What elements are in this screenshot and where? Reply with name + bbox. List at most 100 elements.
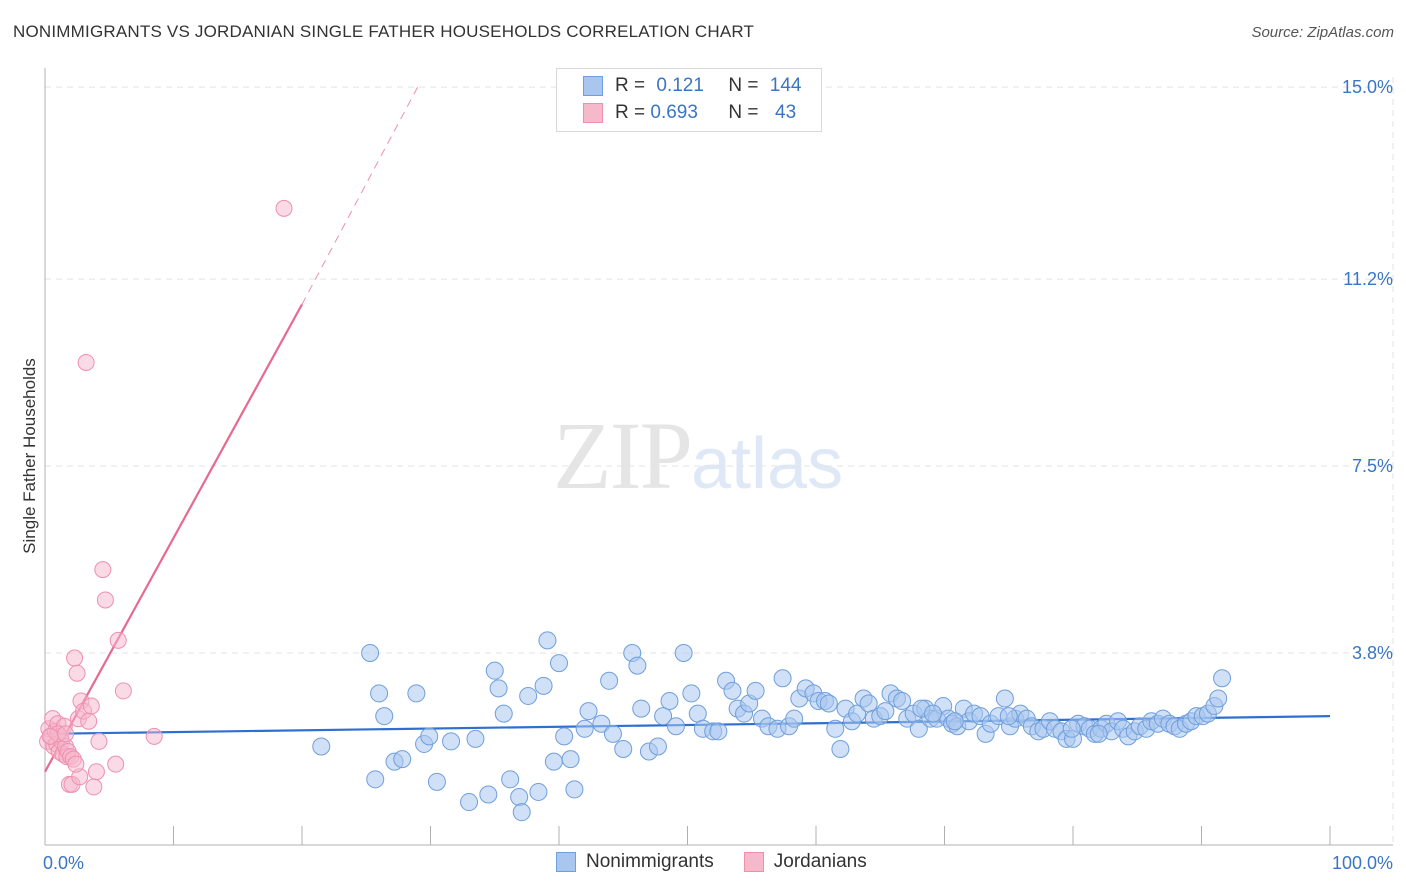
nonimmigrants-point xyxy=(682,684,701,703)
jordanians-point xyxy=(57,725,75,743)
nonimmigrants-point xyxy=(999,707,1018,726)
jordanians-point xyxy=(145,727,163,745)
legend-item-jordanians[interactable]: Jordanians xyxy=(743,851,867,873)
nonimmigrants-point xyxy=(512,803,531,822)
jordanians-point xyxy=(68,664,86,682)
nonimmigrants-point xyxy=(366,770,385,789)
legend-label-nonimmigrants: Nonimmigrants xyxy=(586,851,714,872)
jordanians-point xyxy=(275,199,293,217)
jordanians-point xyxy=(96,591,114,609)
legend-swatch-nonimmigrants xyxy=(556,852,576,872)
jordanians-point xyxy=(114,682,132,700)
legend-n-value: 144 xyxy=(769,75,802,96)
nonimmigrants-point xyxy=(550,654,568,673)
nonimmigrants-point xyxy=(494,704,513,723)
jordanians-point xyxy=(107,755,125,773)
legend-r-label: R = xyxy=(615,102,651,123)
nonimmigrants-point xyxy=(544,752,563,771)
watermark-atlas: atlas xyxy=(691,424,844,504)
nonimmigrants-point xyxy=(489,679,508,698)
nonimmigrants-point xyxy=(600,671,619,690)
y-tick-label: 15.0% xyxy=(1342,77,1393,97)
nonimmigrants-point xyxy=(466,729,485,748)
jordanians-point xyxy=(82,697,100,715)
legend-item-nonimmigrants[interactable]: Nonimmigrants xyxy=(556,851,714,873)
nonimmigrants-point xyxy=(312,737,331,756)
nonimmigrants-point xyxy=(709,722,728,741)
legend-n-label: N = xyxy=(728,102,764,123)
nonimmigrants-point xyxy=(746,681,765,700)
nonimmigrants-points xyxy=(312,631,1232,822)
nonimmigrants-point xyxy=(831,740,850,758)
nonimmigrants-point xyxy=(666,717,685,736)
nonimmigrants-point xyxy=(427,772,446,791)
nonimmigrants-point xyxy=(628,656,647,675)
jordanians-trend-line xyxy=(44,303,303,773)
nonimmigrants-point xyxy=(723,681,742,700)
nonimmigrants-point xyxy=(773,669,792,688)
nonimmigrants-point xyxy=(603,724,622,743)
nonimmigrants-point xyxy=(1089,724,1108,743)
jordanians-point xyxy=(66,649,84,667)
nonimmigrants-point xyxy=(876,702,895,721)
nonimmigrants-point xyxy=(485,661,504,680)
nonimmigrants-point xyxy=(660,692,679,710)
nonimmigrants-point xyxy=(510,788,529,806)
legend-r-value: 0.693 xyxy=(650,102,698,123)
nonimmigrants-point xyxy=(561,750,580,769)
nonimmigrants-point xyxy=(893,692,912,710)
nonimmigrants-point xyxy=(632,699,651,718)
nonimmigrants-point xyxy=(945,712,964,731)
nonimmigrants-point xyxy=(375,707,394,726)
jordanians-trend-extension xyxy=(301,86,419,305)
legend-swatch-jordanians xyxy=(743,852,764,872)
nonimmigrants-point xyxy=(370,684,389,703)
nonimmigrants-point xyxy=(1062,719,1081,738)
nonimmigrants-point xyxy=(923,704,942,723)
chart-title: NONIMMIGRANTS VS JORDANIAN SINGLE FATHER… xyxy=(13,22,755,41)
source-label: Source: ZipAtlas.com xyxy=(1251,24,1394,41)
jordanians-point xyxy=(109,631,127,649)
nonimmigrants-point xyxy=(555,727,574,746)
nonimmigrants-point xyxy=(848,704,867,723)
legend-label-jordanians: Jordanians xyxy=(773,851,867,872)
nonimmigrants-point xyxy=(534,676,553,695)
jordanians-point xyxy=(80,712,98,730)
tick-labels: 3.8% 7.5% 11.2% 15.0% 0.0% 100.0% xyxy=(43,77,1393,873)
jordanians-point xyxy=(67,755,85,773)
nonimmigrants-point xyxy=(614,740,633,758)
y-tick-label: 11.2% xyxy=(1343,269,1393,289)
y-tick-label: 3.8% xyxy=(1352,643,1393,663)
trend-lines xyxy=(44,86,1331,773)
legend-row-nonimmigrants: R = 0.121 N = 144 xyxy=(583,73,801,99)
y-tick-label: 7.5% xyxy=(1352,456,1393,476)
nonimmigrants-point xyxy=(674,644,693,662)
jordanians-points xyxy=(39,199,293,796)
nonimmigrants-point xyxy=(538,631,557,650)
nonimmigrants-point xyxy=(565,780,584,799)
legend-swatch-pink xyxy=(583,103,603,123)
nonimmigrants-point xyxy=(442,732,461,751)
nonimmigrants-point xyxy=(479,785,498,804)
nonimmigrants-point xyxy=(592,714,611,733)
nonimmigrants-point xyxy=(1213,669,1232,688)
nonimmigrants-point xyxy=(361,644,380,662)
nonimmigrants-point xyxy=(501,770,520,789)
x-tick-label-min: 0.0% xyxy=(43,853,84,873)
legend-n-label: N = xyxy=(728,75,764,96)
nonimmigrants-point xyxy=(654,707,673,726)
jordanians-point xyxy=(94,561,112,579)
x-tick-label-max: 100.0% xyxy=(1332,853,1393,873)
watermark-zip: ZIP xyxy=(553,402,693,509)
nonimmigrants-point xyxy=(826,719,845,738)
legend-n-value: 43 xyxy=(769,102,797,123)
legend-swatch-blue xyxy=(583,76,603,96)
nonimmigrants-point xyxy=(648,737,667,756)
y-axis-title: Single Father Households xyxy=(20,358,39,554)
nonimmigrants-point xyxy=(688,704,707,723)
jordanians-point xyxy=(85,778,103,796)
nonimmigrants-point xyxy=(420,727,439,746)
nonimmigrants-point xyxy=(519,686,538,705)
nonimmigrants-point xyxy=(995,689,1014,708)
watermark: ZIPatlas xyxy=(553,400,843,511)
